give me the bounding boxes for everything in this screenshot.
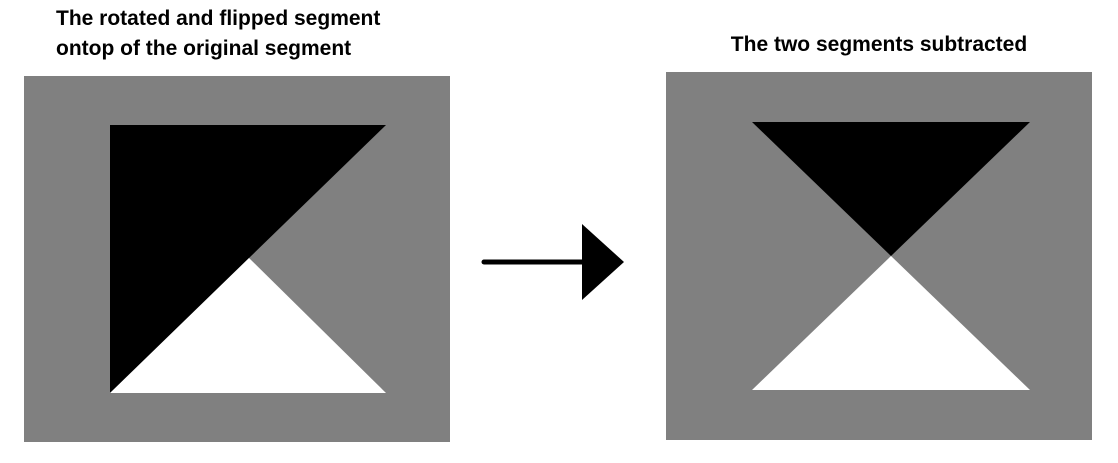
overlay-panel	[24, 76, 450, 442]
left-caption-line1: The rotated and flipped segment	[56, 7, 381, 30]
right-caption: The two segments subtracted	[730, 33, 1028, 56]
black-triangle-region	[752, 122, 1030, 256]
left-caption: The rotated and flipped segment ontop of…	[56, 4, 476, 64]
left-caption-line2: ontop of the original segment	[56, 37, 352, 60]
subtracted-panel	[666, 72, 1092, 440]
white-triangle-region	[752, 256, 1030, 390]
white-triangle-region	[110, 258, 386, 393]
arrow-head	[582, 224, 624, 300]
right-arrow-icon	[481, 224, 624, 300]
